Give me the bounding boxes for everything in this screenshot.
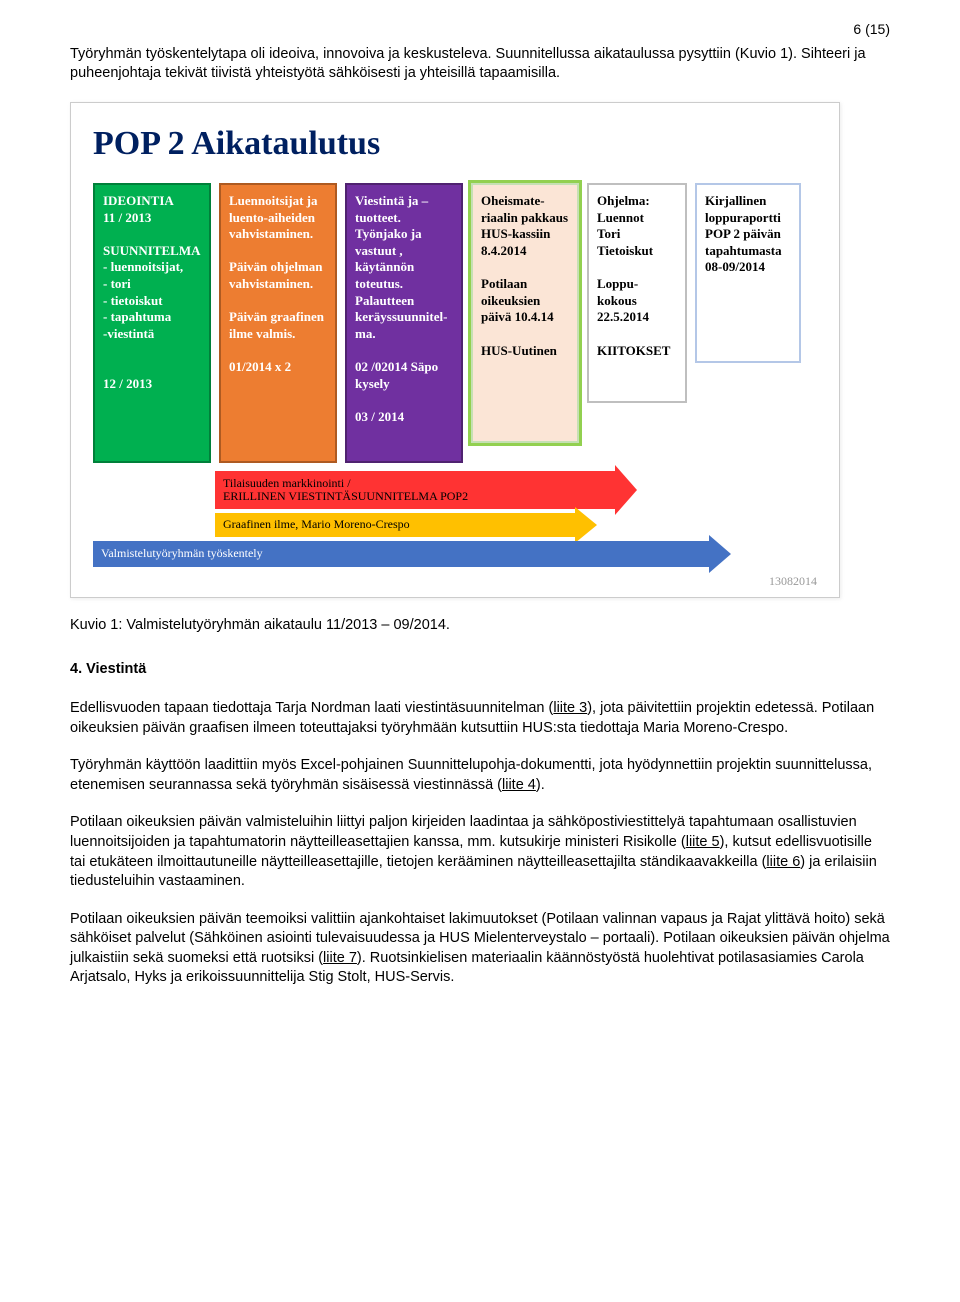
phase-box: Ohjelma: LuennotToriTietoiskutLoppu-koko… <box>587 183 687 403</box>
page-number: 6 (15) <box>70 20 890 39</box>
body-paragraph: Potilaan oikeuksien päivän valmisteluihi… <box>70 813 890 891</box>
timeline-arrow: Tilaisuuden markkinointi / ERILLINEN VIE… <box>93 471 817 509</box>
diagram-title: POP 2 Aikataulutus <box>93 121 817 167</box>
timeline-diagram: POP 2 Aikataulutus IDEOINTIA11 / 2013SUU… <box>70 102 840 598</box>
arrow-label: Valmistelutyöryhmän työskentely <box>93 541 709 567</box>
timeline-arrow: Graafinen ilme, Mario Moreno-Crespo <box>93 513 817 537</box>
arrow-label: Tilaisuuden markkinointi / ERILLINEN VIE… <box>215 471 615 509</box>
figure-caption: Kuvio 1: Valmistelutyöryhmän aikataulu 1… <box>70 616 890 636</box>
phase-box: IDEOINTIA11 / 2013SUUNNITELMA- luennoits… <box>93 183 211 463</box>
arrow-head-icon <box>615 465 637 515</box>
body-paragraphs: Edellisvuoden tapaan tiedottaja Tarja No… <box>70 699 890 988</box>
arrow-label: Graafinen ilme, Mario Moreno-Crespo <box>215 513 575 537</box>
arrow-head-icon <box>709 535 731 573</box>
phase-box: Oheismate-riaalin pakkaus HUS-kassiin 8.… <box>471 183 579 443</box>
phase-box: Luennoitsijat ja luento-aiheiden vahvist… <box>219 183 337 463</box>
section-heading: 4. Viestintä <box>70 660 890 680</box>
phase-boxes-row: IDEOINTIA11 / 2013SUUNNITELMA- luennoits… <box>93 183 817 463</box>
body-paragraph: Työryhmän käyttöön laadittiin myös Excel… <box>70 756 890 795</box>
timeline-arrow: Valmistelutyöryhmän työskentely <box>93 541 817 567</box>
phase-box: Kirjallinen loppuraportti POP 2 päivän t… <box>695 183 801 363</box>
phase-box: Viestintä ja – tuotteet.Työnjako ja vast… <box>345 183 463 463</box>
body-paragraph: Edellisvuoden tapaan tiedottaja Tarja No… <box>70 699 890 738</box>
body-paragraph: Potilaan oikeuksien päivän teemoiksi val… <box>70 910 890 988</box>
arrow-head-icon <box>575 507 597 543</box>
arrows-holder: Tilaisuuden markkinointi / ERILLINEN VIE… <box>93 471 817 567</box>
intro-paragraph: Työryhmän työskentelytapa oli ideoiva, i… <box>70 45 890 84</box>
diagram-date: 13082014 <box>93 573 817 589</box>
